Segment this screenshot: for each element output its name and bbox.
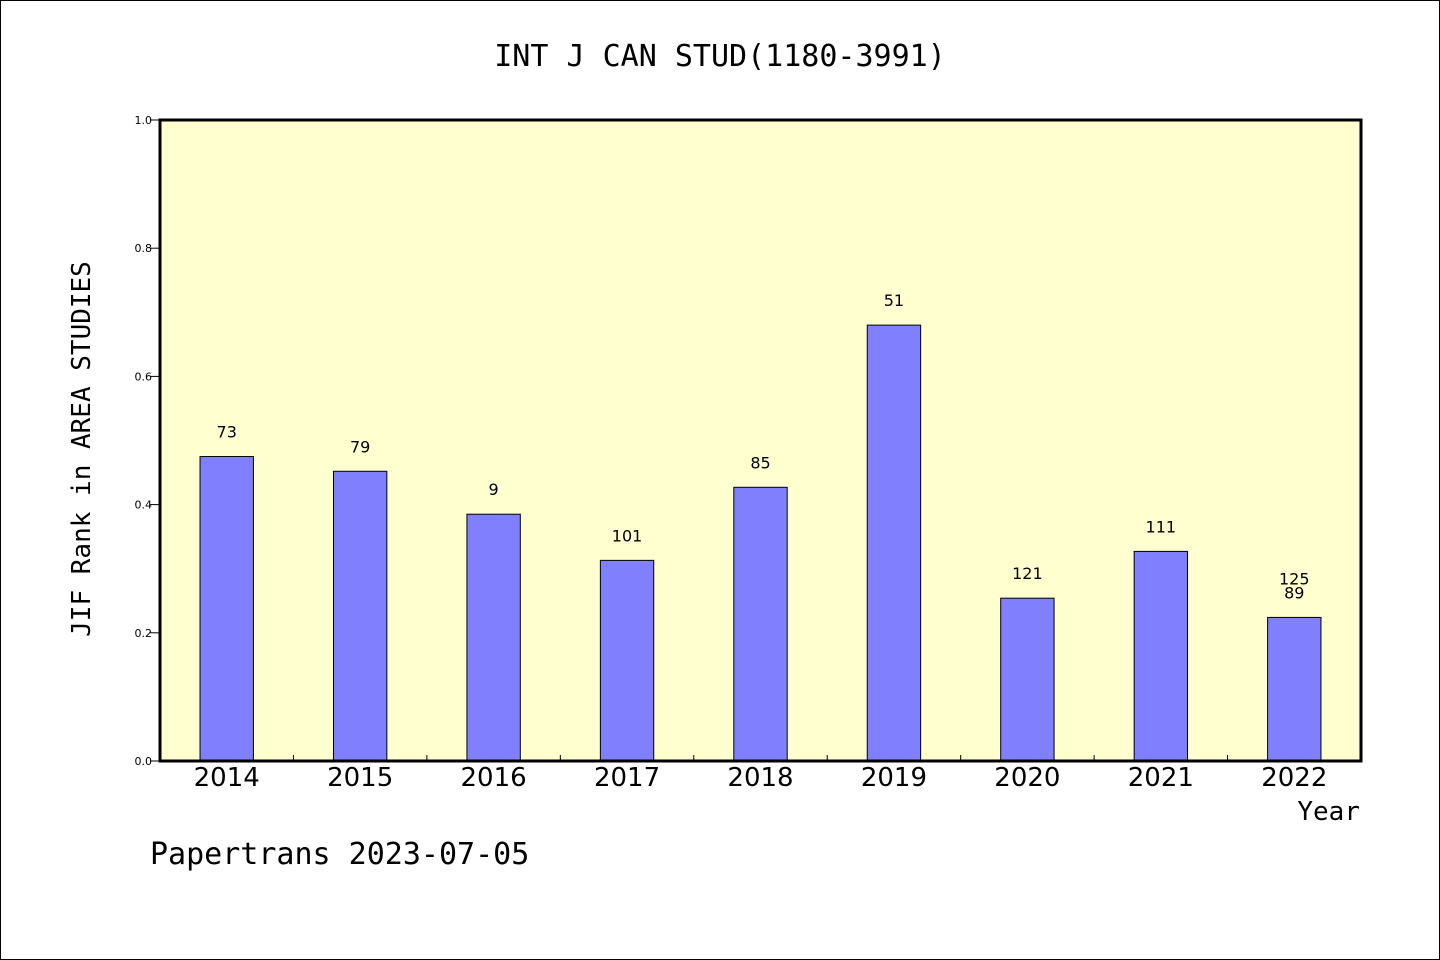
x-tick-label: 2020 — [994, 763, 1060, 793]
x-axis-label: Year — [1297, 797, 1360, 827]
footer-watermark: Papertrans 2023-07-05 — [150, 837, 529, 872]
y-tick-label: 0.6 — [135, 370, 153, 383]
data-label-2022: 89 — [1284, 583, 1304, 602]
chart-title: INT J CAN STUD(1180-3991) — [494, 39, 946, 74]
bar-2022 — [1267, 616, 1322, 762]
plot-border — [158, 118, 1363, 763]
y-axis-ticks: 0.0 0.2 0.4 0.6 0.8 1.0 — [135, 114, 160, 768]
data-label-2018: 85 — [750, 453, 770, 472]
data-label-2016: 9 — [489, 480, 499, 499]
y-tick-label: 0.0 — [135, 755, 153, 768]
y-tick-label: 0.4 — [135, 499, 153, 512]
x-tick-label: 2018 — [727, 763, 793, 793]
bar-2017 — [599, 559, 655, 762]
data-label-2021: 111 — [1146, 517, 1177, 536]
x-tick-label: 2015 — [327, 763, 393, 793]
x-axis-ticks: 2014 2015 2016 2017 2018 2019 2020 2021 2022 — [194, 755, 1327, 793]
x-tick-label: 2019 — [861, 763, 927, 793]
bar-2019 — [866, 324, 922, 762]
x-tick-label: 2017 — [594, 763, 660, 793]
x-tick-label: 2014 — [194, 763, 260, 793]
data-label-2015: 79 — [350, 437, 370, 456]
x-tick-label: 2016 — [461, 763, 527, 793]
bar-2021 — [1133, 550, 1189, 762]
x-tick-label: 2021 — [1128, 763, 1194, 793]
bar-2018 — [733, 486, 788, 762]
bar-2014 — [199, 456, 254, 762]
y-tick-label: 0.8 — [135, 242, 153, 255]
bar-2016 — [466, 513, 521, 762]
data-label-2020: 121 — [1012, 564, 1043, 583]
data-label-2022: 125 — [1279, 569, 1310, 588]
y-tick-label: 1.0 — [135, 114, 153, 127]
bar-2015 — [332, 470, 388, 762]
x-tick-label: 2022 — [1261, 763, 1327, 793]
data-label-2014: 73 — [217, 423, 237, 442]
bar-2020 — [1000, 597, 1055, 762]
y-axis-label: JIF Rank in AREA STUDIES — [67, 261, 97, 637]
data-label-2019: 51 — [884, 291, 904, 310]
y-tick-label: 0.2 — [135, 627, 153, 640]
data-label-2017: 101 — [612, 526, 643, 545]
